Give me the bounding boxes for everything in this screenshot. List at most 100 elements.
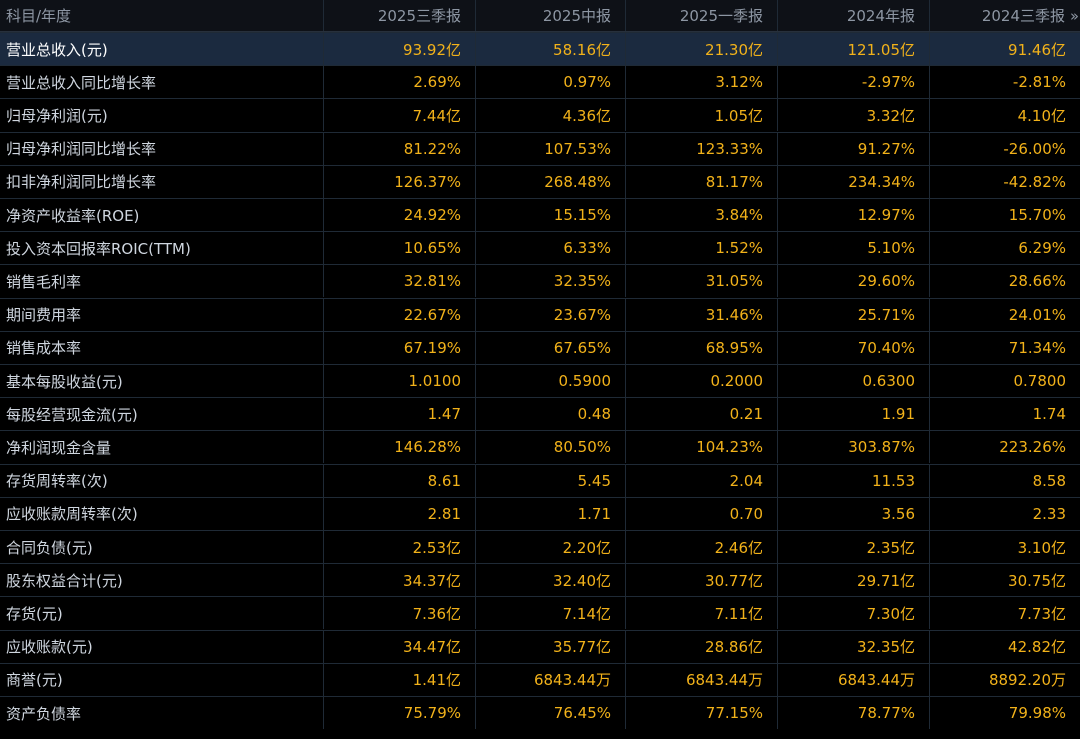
value-cell: 32.40亿 bbox=[476, 564, 626, 597]
value-cell: 104.23% bbox=[626, 431, 778, 464]
row-label: 存货周转率(次) bbox=[0, 464, 324, 497]
table-row[interactable]: 扣非净利润同比增长率 126.37% 268.48% 81.17% 234.34% -42… bbox=[0, 164, 1080, 198]
table-row[interactable]: 销售成本率 67.19% 67.65% 68.95% 70.40% 71.34% bbox=[0, 330, 1080, 364]
table-row[interactable]: 投入资本回报率ROIC(TTM) 10.65% 6.33% 1.52% 5.10% 6.2… bbox=[0, 231, 1080, 265]
value-cell: 6843.44万 bbox=[778, 663, 930, 696]
value-cell: 5.10% bbox=[778, 232, 930, 265]
value-cell: 8892.20万 bbox=[988, 671, 1066, 690]
value-cell: 7.11亿 bbox=[626, 597, 778, 630]
table-row[interactable]: 存货周转率(次) 8.61 5.45 2.04 11.53 8.58 bbox=[0, 463, 1080, 497]
table-header-row: 科目/年度 2025三季报 2025中报 2025一季报 2024年报 2024… bbox=[0, 0, 1080, 32]
table-row[interactable]: 营业总收入同比增长率 2.69% 0.97% 3.12% -2.97% -2.81% bbox=[0, 65, 1080, 99]
value-cell: 67.65% bbox=[476, 331, 626, 364]
period-header-2024q3-cell[interactable]: 2024三季报 ›› bbox=[930, 0, 1080, 31]
value-cell: 24.01% bbox=[1008, 305, 1066, 324]
value-cell: 3.56 bbox=[778, 497, 930, 530]
value-cell: 29.60% bbox=[778, 265, 930, 298]
value-cell: 30.75亿 bbox=[1008, 571, 1066, 590]
table-row[interactable]: 销售毛利率 32.81% 32.35% 31.05% 29.60% 28.66% bbox=[0, 264, 1080, 298]
value-cell: 2.81 bbox=[324, 497, 476, 530]
period-header-2024annual[interactable]: 2024年报 bbox=[778, 0, 930, 31]
table-row[interactable]: 基本每股收益(元) 1.0100 0.5900 0.2000 0.6300 0.7800 bbox=[0, 364, 1080, 397]
value-cell: 2.04 bbox=[626, 464, 778, 497]
value-cell: -42.82% bbox=[1003, 172, 1066, 191]
row-label: 销售毛利率 bbox=[0, 265, 324, 298]
row-label: 净利润现金含量 bbox=[0, 431, 324, 464]
value-cell: 31.05% bbox=[626, 265, 778, 298]
table-row[interactable]: 净利润现金含量 146.28% 80.50% 104.23% 303.87% 223.26… bbox=[0, 430, 1080, 464]
table-row[interactable]: 每股经营现金流(元) 1.47 0.48 0.21 1.91 1.74 bbox=[0, 397, 1080, 431]
value-cell: 15.15% bbox=[476, 199, 626, 231]
value-cell: 24.92% bbox=[324, 199, 476, 231]
value-cell: 0.7800 bbox=[1013, 372, 1067, 390]
value-cell: 234.34% bbox=[778, 165, 930, 198]
value-cell: 29.71亿 bbox=[778, 564, 930, 597]
table-row[interactable]: 存货(元) 7.36亿 7.14亿 7.11亿 7.30亿 7.73亿 bbox=[0, 596, 1080, 630]
value-cell: 1.52% bbox=[626, 232, 778, 265]
value-cell: 2.33 bbox=[1032, 504, 1066, 523]
period-header-2025q1[interactable]: 2025一季报 bbox=[626, 0, 778, 31]
row-label: 合同负债(元) bbox=[0, 531, 324, 563]
value-cell: 81.22% bbox=[324, 132, 476, 165]
value-cell: 3.32亿 bbox=[778, 99, 930, 132]
value-cell: 12.97% bbox=[778, 199, 930, 231]
value-cell: 3.84% bbox=[626, 199, 778, 231]
period-header-2025h1[interactable]: 2025中报 bbox=[476, 0, 626, 31]
value-cell: 1.41亿 bbox=[324, 663, 476, 696]
row-label: 归母净利润同比增长率 bbox=[0, 132, 324, 165]
value-cell: 1.0100 bbox=[324, 365, 476, 397]
table-row[interactable]: 商誉(元) 1.41亿 6843.44万 6843.44万 6843.44万 8892.2… bbox=[0, 662, 1080, 696]
value-cell: 8.61 bbox=[324, 464, 476, 497]
value-cell: 1.05亿 bbox=[626, 99, 778, 132]
value-cell: 1.71 bbox=[476, 497, 626, 530]
value-cell: 7.30亿 bbox=[778, 597, 930, 630]
value-cell: -26.00% bbox=[1003, 139, 1066, 158]
value-cell: 2.46亿 bbox=[626, 531, 778, 563]
table-row[interactable]: 应收账款(元) 34.47亿 35.77亿 28.86亿 32.35亿 42.82亿 bbox=[0, 629, 1080, 663]
value-cell: 0.6300 bbox=[778, 365, 930, 397]
value-cell: 6.33% bbox=[476, 232, 626, 265]
value-cell: 2.69% bbox=[324, 66, 476, 99]
value-cell: 21.30亿 bbox=[626, 33, 778, 65]
table-row[interactable]: 期间费用率 22.67% 23.67% 31.46% 25.71% 24.01% bbox=[0, 297, 1080, 331]
table-row[interactable]: 合同负债(元) 2.53亿 2.20亿 2.46亿 2.35亿 3.10亿 bbox=[0, 530, 1080, 563]
value-cell: -2.97% bbox=[778, 66, 930, 99]
row-label: 应收账款周转率(次) bbox=[0, 497, 324, 530]
value-cell: 7.44亿 bbox=[324, 99, 476, 132]
value-cell: 4.36亿 bbox=[476, 99, 626, 132]
value-cell: 70.40% bbox=[778, 331, 930, 364]
value-cell: 2.20亿 bbox=[476, 531, 626, 563]
value-cell: 1.47 bbox=[324, 398, 476, 431]
value-cell: 11.53 bbox=[778, 464, 930, 497]
value-cell: 7.73亿 bbox=[1017, 604, 1066, 623]
table-row[interactable]: 资产负债率 75.79% 76.45% 77.15% 78.77% 79.98% bbox=[0, 696, 1080, 729]
table-row[interactable]: 营业总收入(元) 93.92亿 58.16亿 21.30亿 121.05亿 91.46亿 bbox=[0, 32, 1080, 65]
value-cell: 68.95% bbox=[626, 331, 778, 364]
value-cell: 78.77% bbox=[778, 697, 930, 729]
table-row[interactable]: 归母净利润(元) 7.44亿 4.36亿 1.05亿 3.32亿 4.10亿 bbox=[0, 98, 1080, 132]
value-cell: 6843.44万 bbox=[626, 663, 778, 696]
value-cell: 15.70% bbox=[1008, 206, 1066, 224]
row-label: 基本每股收益(元) bbox=[0, 365, 324, 397]
period-header-2025q3[interactable]: 2025三季报 bbox=[324, 0, 476, 31]
value-cell: 7.14亿 bbox=[476, 597, 626, 630]
double-chevron-right-icon[interactable]: ›› bbox=[1070, 6, 1079, 25]
value-cell: 10.65% bbox=[324, 232, 476, 265]
value-cell: 0.21 bbox=[626, 398, 778, 431]
value-cell: 35.77亿 bbox=[476, 630, 626, 663]
value-cell: 77.15% bbox=[626, 697, 778, 729]
value-cell: 30.77亿 bbox=[626, 564, 778, 597]
table-row[interactable]: 归母净利润同比增长率 81.22% 107.53% 123.33% 91.27% -26.… bbox=[0, 131, 1080, 165]
value-cell: 32.35% bbox=[476, 265, 626, 298]
value-cell: 0.48 bbox=[476, 398, 626, 431]
value-cell: 32.35亿 bbox=[778, 630, 930, 663]
row-label: 净资产收益率(ROE) bbox=[0, 199, 324, 231]
row-label: 销售成本率 bbox=[0, 331, 324, 364]
table-row[interactable]: 应收账款周转率(次) 2.81 1.71 0.70 3.56 2.33 bbox=[0, 496, 1080, 530]
table-row[interactable]: 净资产收益率(ROE) 24.92% 15.15% 3.84% 12.97% 15.70% bbox=[0, 198, 1080, 231]
table-row[interactable]: 股东权益合计(元) 34.37亿 32.40亿 30.77亿 29.71亿 30.75亿 bbox=[0, 563, 1080, 597]
value-cell: 0.5900 bbox=[476, 365, 626, 397]
value-cell: 28.86亿 bbox=[626, 630, 778, 663]
value-cell: 121.05亿 bbox=[778, 33, 930, 65]
row-label: 股东权益合计(元) bbox=[0, 564, 324, 597]
